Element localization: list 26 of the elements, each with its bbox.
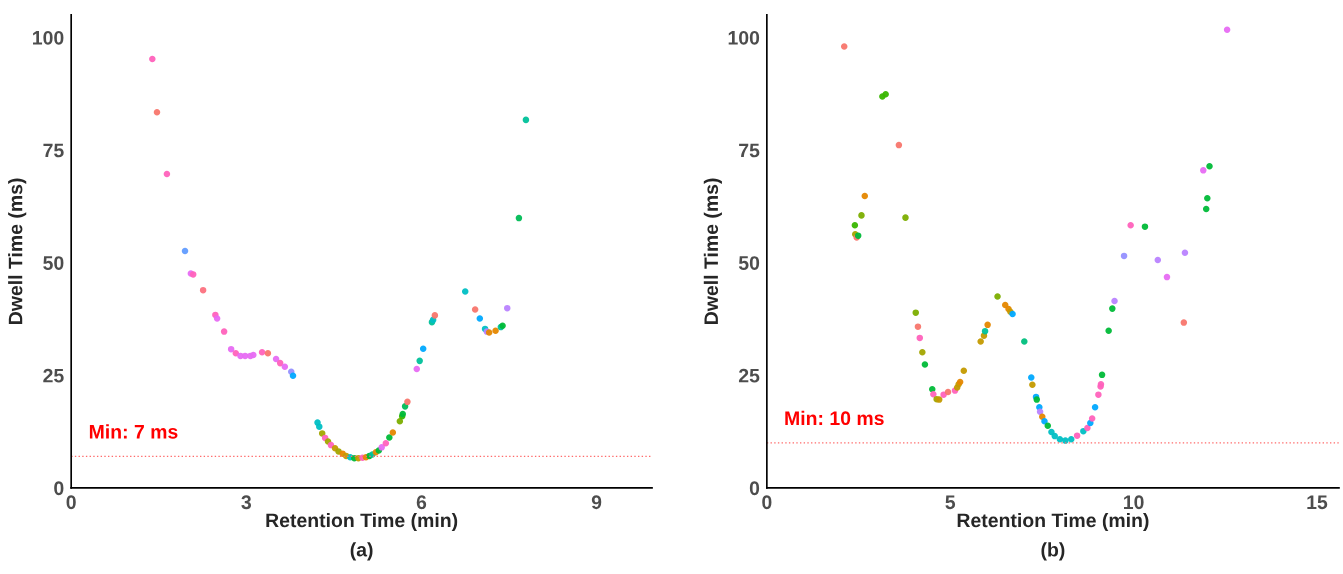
x-axis-title: Retention Time (min) (957, 512, 1149, 532)
y-tick-label: 100 (33, 30, 64, 45)
x-tick-label: 9 (591, 495, 602, 510)
y-tick-label: 25 (738, 368, 760, 383)
y-tick-label: 100 (728, 30, 760, 45)
y-tick-label: 25 (43, 368, 64, 383)
text: (b) (1041, 542, 1065, 561)
y-axis-title: Dwell Time (ms) (8, 178, 27, 324)
x-tick-label: 0 (762, 495, 772, 510)
y-tick-label: 0 (54, 481, 64, 496)
y-axis-title: Dwell Time (ms) (703, 178, 722, 324)
y-tick-label: 50 (43, 256, 64, 270)
y-tick-label: 50 (738, 256, 760, 270)
x-tick-label: 3 (241, 495, 252, 510)
text: (a) (350, 542, 373, 561)
x-tick-label: 15 (1307, 495, 1328, 510)
y-tick-label: 75 (43, 143, 64, 158)
y-tick-label: 0 (749, 481, 760, 496)
ref-line-label: Min: 10 ms (785, 410, 884, 426)
x-tick-label: 10 (1124, 495, 1144, 510)
x-axis-title: Retention Time (min) (266, 512, 458, 532)
x-tick-label: 0 (66, 495, 76, 510)
y-tick-label: 75 (739, 143, 760, 158)
x-tick-label: 6 (416, 495, 427, 510)
ref-line-label: Min: 7 ms (89, 424, 178, 439)
x-tick-label: 5 (945, 495, 956, 510)
